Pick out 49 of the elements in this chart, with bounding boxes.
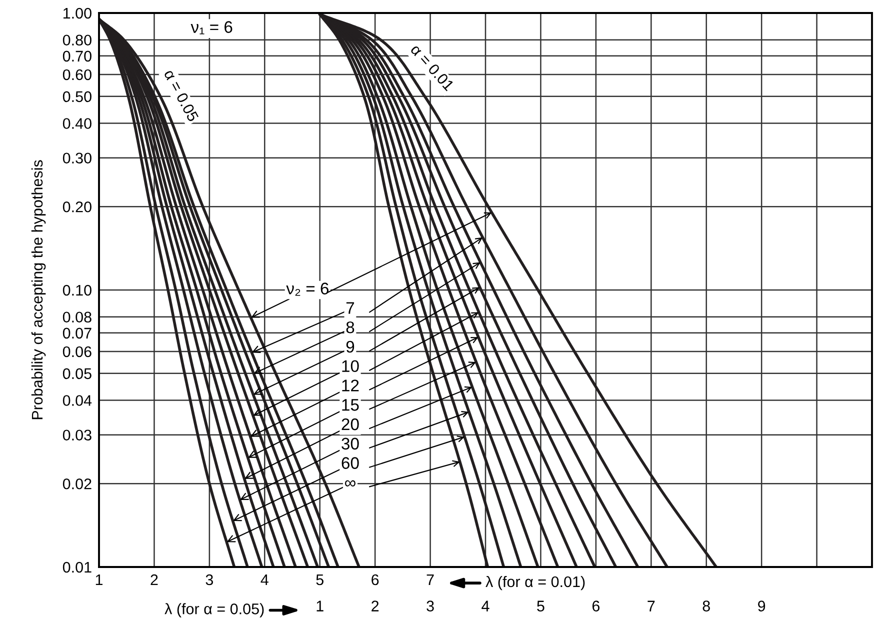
y-tick-label: 0.70 <box>62 50 92 62</box>
x2-tick-label: 8 <box>702 600 710 612</box>
annotation: α = 0.05 <box>164 68 199 122</box>
y-tick-label: 0.60 <box>62 69 92 80</box>
x2-tick-label: 3 <box>426 600 434 612</box>
x2-tick-label: 9 <box>758 600 766 612</box>
text: 7 <box>346 302 354 314</box>
x2-tick-label: 2 <box>372 600 379 612</box>
y-tick-label: 0.06 <box>62 346 92 358</box>
text: 12 <box>342 380 359 392</box>
x-tick-label: 5 <box>316 574 324 586</box>
x2-tick-label: 5 <box>537 600 544 612</box>
annotation: ν₁ = 6 <box>190 21 232 34</box>
y-tick-label: 0.20 <box>62 201 92 212</box>
y-tick-label: 0.05 <box>62 368 92 380</box>
x2-tick-label: 1 <box>316 600 324 612</box>
x2-tick-label: 6 <box>592 600 600 612</box>
y-tick-label: 0.10 <box>62 284 92 296</box>
y-tick-label: 0.80 <box>62 34 92 46</box>
text: ∞ <box>344 480 356 487</box>
y-tick-label: 0.08 <box>62 312 92 323</box>
text: 15 <box>342 399 359 411</box>
x-axis-title: λ (for α = 0.01) <box>486 576 585 590</box>
x-tick-label: 6 <box>372 574 379 586</box>
y-tick-label: 1.00 <box>63 8 92 19</box>
text: 9 <box>346 340 354 353</box>
x-tick-label: 4 <box>260 574 268 586</box>
text: 20 <box>342 418 359 430</box>
y-axis-title: Probability of accepting the hypothesis <box>31 160 46 420</box>
text: 60 <box>342 457 359 469</box>
y-tick-label: 0.40 <box>62 118 92 129</box>
y-tick-label: 0.50 <box>62 91 92 102</box>
text: ν₂ = 6 <box>286 282 329 296</box>
x2-tick-label: 4 <box>482 600 490 612</box>
x2-tick-label: 7 <box>648 600 655 612</box>
y-tick-label: 0.07 <box>62 328 92 339</box>
x-tick-label: 3 <box>206 574 214 586</box>
text: 8 <box>346 321 354 334</box>
y-tick-label: 0.03 <box>62 430 92 441</box>
y-tick-label: 0.02 <box>62 478 92 490</box>
text: 30 <box>342 438 359 450</box>
y-tick-label: 0.01 <box>62 562 92 573</box>
text: 10 <box>342 360 359 372</box>
x2-axis-title: λ (for α = 0.05) <box>164 603 264 618</box>
x-tick-label: 7 <box>426 574 434 586</box>
x-tick-label: 2 <box>150 574 158 586</box>
y-tick-label: 0.30 <box>62 152 92 164</box>
x-tick-label: 1 <box>96 574 103 586</box>
y-tick-label: 0.04 <box>62 395 92 406</box>
